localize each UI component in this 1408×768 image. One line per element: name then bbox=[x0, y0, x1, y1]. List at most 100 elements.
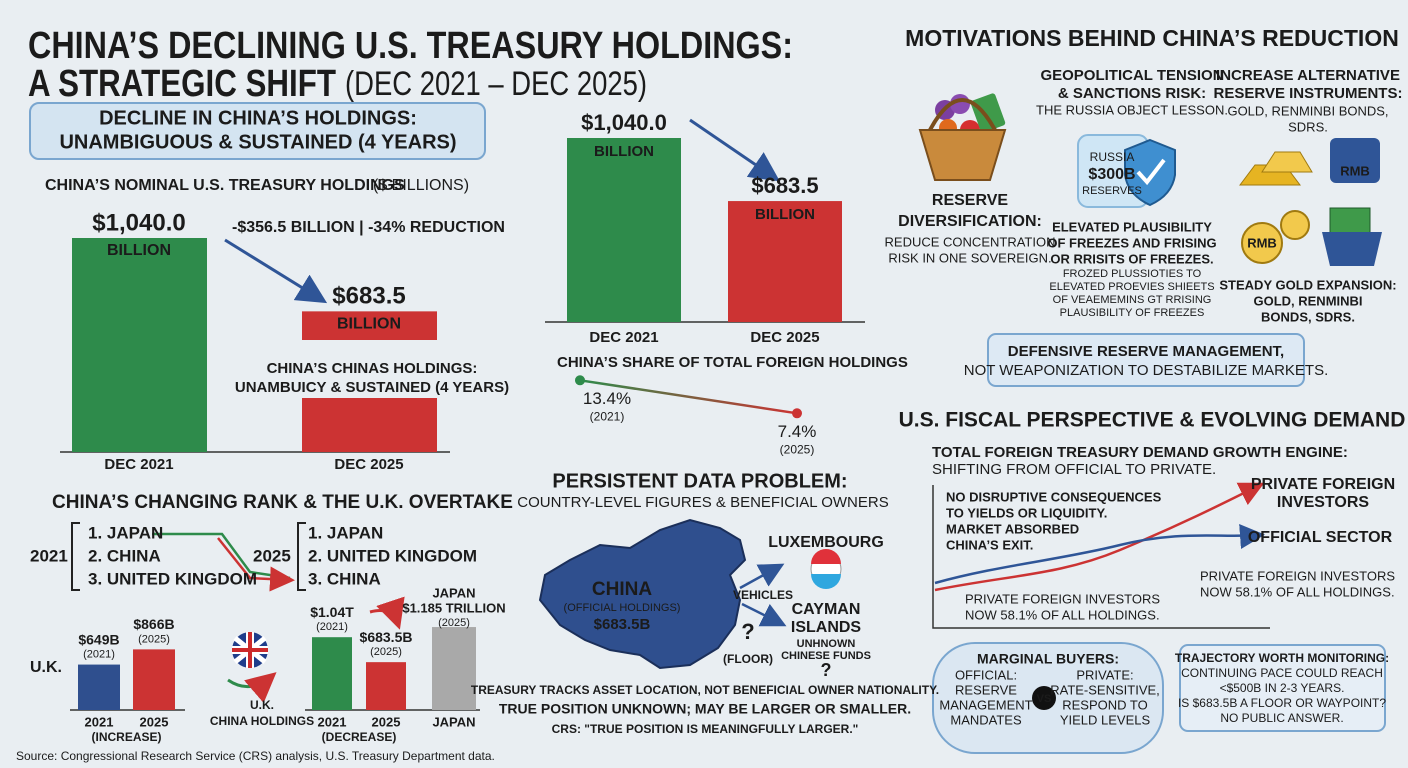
caption: U.K. bbox=[250, 698, 274, 712]
title: CHINA’S DECLINING U.S. TREASURY HOLDINGS… bbox=[28, 25, 793, 67]
body-text: OF FREEZES AND FRISING bbox=[1047, 235, 1216, 250]
bar bbox=[432, 627, 476, 710]
body-text: RESERVE bbox=[955, 682, 1017, 697]
x-label: DEC 2021 bbox=[589, 329, 658, 346]
year-label: (2025) bbox=[438, 617, 470, 629]
rank-item: 2. UNITED KINGDOM bbox=[308, 546, 477, 565]
flow-arrow bbox=[741, 602, 787, 627]
map-label: $683.5B bbox=[594, 616, 651, 633]
share-line bbox=[579, 379, 798, 415]
section-title: CHINA’S CHANGING RANK & THE U.K. OVERTAK… bbox=[52, 492, 513, 513]
year-label: (2021) bbox=[590, 409, 625, 423]
decline-arrow bbox=[369, 596, 405, 630]
x-label: 2025 bbox=[372, 714, 401, 729]
bar bbox=[312, 637, 352, 710]
place-label: LUXEMBOURG bbox=[768, 534, 884, 551]
bar bbox=[567, 138, 681, 322]
bar bbox=[728, 201, 842, 322]
body-text: THE RUSSIA OBJECT LESSON. bbox=[1036, 102, 1228, 117]
heading: MARGINAL BUYERS: bbox=[977, 651, 1119, 667]
axes bbox=[932, 485, 1270, 629]
note: CRS: "TRUE POSITION IS MEANINGFULLY LARG… bbox=[552, 722, 859, 736]
bar bbox=[366, 662, 406, 710]
luxembourg-flag bbox=[810, 549, 842, 589]
small-text: PLAUSIBILITY OF FREEZES bbox=[1060, 307, 1205, 319]
rank-item: 2. CHINA bbox=[88, 546, 161, 565]
section-title: PERSISTENT DATA PROBLEM: bbox=[552, 470, 847, 492]
frozen-reserves-icon bbox=[1077, 134, 1176, 208]
coin-icon bbox=[1280, 210, 1310, 240]
note: PRIVATE FOREIGN INVESTORS bbox=[965, 591, 1160, 606]
value-label: $866B bbox=[133, 616, 174, 632]
heading: GEOPOLITICAL TENSION bbox=[1040, 67, 1223, 84]
change-arrow bbox=[224, 238, 328, 304]
value-label: JAPAN bbox=[432, 585, 475, 600]
flag-arrow bbox=[227, 672, 277, 704]
note: MARKET ABSORBED bbox=[946, 521, 1079, 536]
body-text: OFFICIAL: bbox=[955, 667, 1017, 682]
value-unit: BILLION bbox=[107, 242, 171, 259]
x-label: 2021 bbox=[318, 714, 347, 729]
value-label: $1,040.0 bbox=[581, 110, 667, 135]
value-label: $1,040.0 bbox=[92, 209, 185, 236]
subtitle: TOTAL FOREIGN TREASURY DEMAND GROWTH ENG… bbox=[932, 444, 1348, 461]
rank-year: 2021 bbox=[30, 546, 68, 565]
uk-flag bbox=[232, 632, 268, 668]
note: TRUE POSITION UNKNOWN; MAY BE LARGER OR … bbox=[499, 701, 911, 717]
bracket bbox=[71, 522, 80, 591]
note: (INCREASE) bbox=[91, 730, 161, 744]
overlay bbox=[302, 340, 437, 398]
x-label: DEC 2025 bbox=[334, 456, 403, 473]
official-trend bbox=[934, 524, 1265, 585]
vs-text: VS bbox=[1037, 693, 1052, 705]
rank-item: 1. JAPAN bbox=[308, 523, 383, 542]
heading: & SANCTIONS RISK: bbox=[1058, 85, 1206, 102]
money-basket-icon bbox=[1322, 207, 1382, 266]
chart-title: CHINA’S NOMINAL U.S. TREASURY HOLDINGS bbox=[45, 177, 405, 194]
source: Source: Congressional Research Service (… bbox=[16, 749, 495, 763]
series-label: PRIVATE FOREIGN bbox=[1251, 476, 1395, 493]
body-text: RATE-SENSITIVE, bbox=[1050, 682, 1160, 697]
year-label: (2025) bbox=[780, 442, 815, 456]
place-label: CAYMAN bbox=[792, 601, 861, 618]
small-text: ELEVATED PROEVIES SHIEETS bbox=[1049, 281, 1214, 293]
value-label: $1.04T bbox=[310, 604, 354, 620]
box-text: DECLINE IN CHINA’S HOLDINGS: bbox=[99, 107, 417, 129]
x-label: 2021 bbox=[85, 714, 114, 729]
section-title: U.S. FISCAL PERSPECTIVE & EVOLVING DEMAN… bbox=[899, 409, 1406, 432]
icon-text: RESERVES bbox=[1082, 185, 1142, 197]
note: TO YIELDS OR LIQUIDITY. bbox=[946, 505, 1107, 520]
value-unit: BILLION bbox=[594, 143, 654, 160]
value-label: $649B bbox=[78, 631, 119, 647]
body-text: BONDS, SDRS. bbox=[1261, 309, 1355, 324]
place-label: ISLANDS bbox=[791, 619, 862, 636]
icon-text: RMB bbox=[1247, 235, 1277, 250]
map-label: CHINA bbox=[592, 579, 652, 600]
china-map bbox=[538, 518, 747, 670]
floor-label: (FLOOR) bbox=[723, 652, 773, 666]
body-text: ELEVATED PLAUSIBILITY bbox=[1052, 219, 1212, 234]
icon-text: RMB bbox=[1340, 163, 1370, 178]
chart-title: CHINA’S SHARE OF TOTAL FOREIGN HOLDINGS bbox=[557, 354, 908, 371]
note: NOW 58.1% OF ALL HOLDINGS. bbox=[1200, 584, 1395, 599]
heading: RESERVE bbox=[932, 192, 1009, 209]
body-text: STEADY GOLD EXPANSION: bbox=[1219, 277, 1396, 292]
title-period: (DEC 2021 – DEC 2025) bbox=[345, 65, 647, 103]
share-point bbox=[792, 408, 802, 419]
chart-unit: ($ BILLIONS) bbox=[373, 177, 469, 194]
bar bbox=[133, 649, 175, 710]
icon-text: $300B bbox=[1088, 166, 1135, 183]
rank-item: 1. JAPAN bbox=[88, 523, 163, 542]
share-point bbox=[575, 375, 585, 386]
body-text: SDRS. bbox=[1288, 119, 1328, 134]
value-unit: BILLION bbox=[337, 316, 401, 333]
body-text: OR RRISITS OF FREEZES. bbox=[1050, 251, 1213, 266]
body-text: GOLD, RENMINBI bbox=[1253, 293, 1362, 308]
basket-icon bbox=[918, 93, 1007, 181]
caption: CHINA HOLDINGS bbox=[210, 714, 314, 728]
bar bbox=[78, 664, 120, 710]
overlay-text: UNAMBUICY & SUSTAINED (4 YEARS) bbox=[235, 379, 509, 396]
body-text: GOLD, RENMINBI BONDS, bbox=[1227, 103, 1388, 118]
heading: RESERVE INSTRUMENTS: bbox=[1214, 85, 1403, 102]
